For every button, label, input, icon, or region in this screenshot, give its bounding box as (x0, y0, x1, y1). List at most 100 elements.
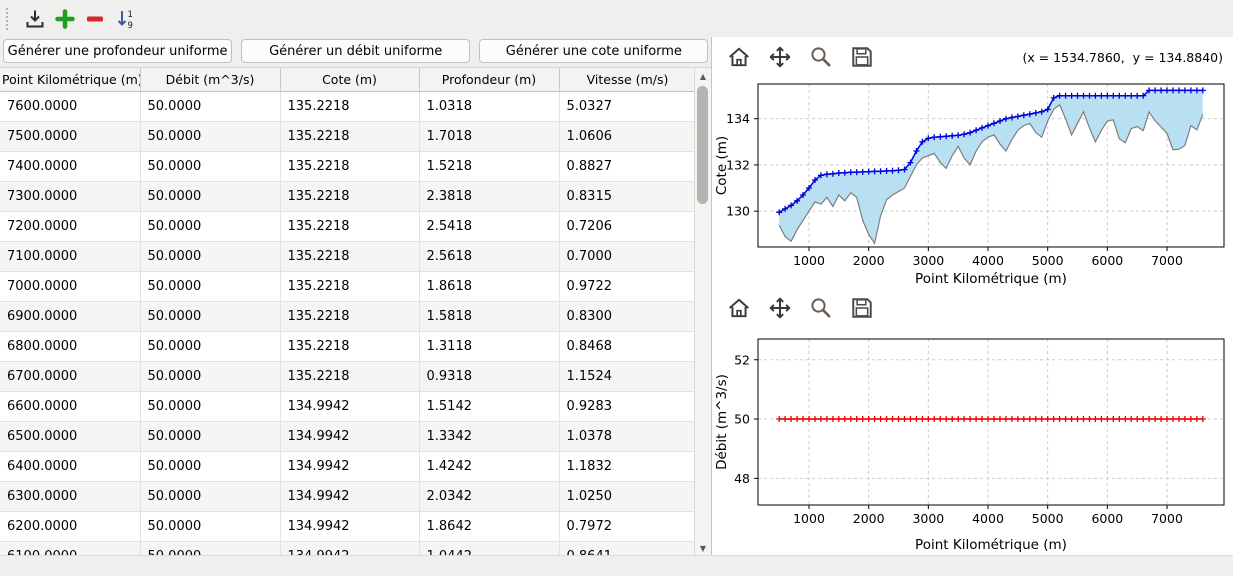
save-figure-button[interactable] (849, 44, 875, 70)
table-cell[interactable]: 1.1524 (559, 361, 697, 393)
table-cell[interactable]: 50.0000 (140, 211, 281, 243)
table-row[interactable]: 7500.0000 50.0000 135.2218 1.7018 1.0606 (0, 121, 697, 153)
pan-button[interactable] (767, 295, 793, 321)
table-cell[interactable]: 6100.0000 (0, 541, 141, 556)
table-cell[interactable]: 135.2218 (280, 211, 420, 243)
table-cell[interactable]: 7200.0000 (0, 211, 141, 243)
table-cell[interactable]: 135.2218 (280, 91, 420, 123)
table-cell[interactable]: 6800.0000 (0, 331, 141, 363)
table-cell[interactable]: 135.2218 (280, 151, 420, 183)
table-cell[interactable]: 50.0000 (140, 241, 281, 273)
table-cell[interactable]: 0.9318 (419, 361, 560, 393)
table-cell[interactable]: 6700.0000 (0, 361, 141, 393)
table-cell[interactable]: 1.3118 (419, 331, 560, 363)
table-cell[interactable]: 0.8315 (559, 181, 697, 213)
table-cell[interactable]: 1.0606 (559, 121, 697, 153)
table-cell[interactable]: 7400.0000 (0, 151, 141, 183)
table-row[interactable]: 6700.0000 50.0000 135.2218 0.9318 1.1524 (0, 361, 697, 393)
table-cell[interactable]: 134.9942 (280, 541, 420, 556)
table-cell[interactable]: 1.8642 (419, 511, 560, 543)
table-cell[interactable]: 6300.0000 (0, 481, 141, 513)
table-cell[interactable]: 0.7972 (559, 511, 697, 543)
table-row[interactable]: 6500.0000 50.0000 134.9942 1.3342 1.0378 (0, 421, 697, 453)
table-cell[interactable]: 7600.0000 (0, 91, 141, 123)
table-cell[interactable]: 50.0000 (140, 301, 281, 333)
table-cell[interactable]: 0.9722 (559, 271, 697, 303)
table-cell[interactable]: 50.0000 (140, 271, 281, 303)
table-cell[interactable]: 5.0327 (559, 91, 697, 123)
table-row[interactable]: 6300.0000 50.0000 134.9942 2.0342 1.0250 (0, 481, 697, 513)
table-cell[interactable]: 0.8468 (559, 331, 697, 363)
table-row[interactable]: 7200.0000 50.0000 135.2218 2.5418 0.7206 (0, 211, 697, 243)
table-cell[interactable]: 1.8618 (419, 271, 560, 303)
zoom-button[interactable] (808, 44, 834, 70)
scroll-up-button[interactable]: ▲ (699, 71, 706, 81)
table-cell[interactable]: 1.4242 (419, 451, 560, 483)
remove-row-button[interactable] (81, 5, 109, 33)
table-row[interactable]: 7300.0000 50.0000 135.2218 2.3818 0.8315 (0, 181, 697, 213)
table-cell[interactable]: 50.0000 (140, 331, 281, 363)
table-row[interactable]: 7000.0000 50.0000 135.2218 1.8618 0.9722 (0, 271, 697, 303)
table-cell[interactable]: 7300.0000 (0, 181, 141, 213)
table-row[interactable]: 6900.0000 50.0000 135.2218 1.5818 0.8300 (0, 301, 697, 333)
table-cell[interactable]: 134.9942 (280, 511, 420, 543)
table-scrollbar[interactable]: ▲ ▼ (694, 68, 712, 556)
table-cell[interactable]: 50.0000 (140, 421, 281, 453)
header-profondeur[interactable]: Profondeur (m) (419, 68, 560, 93)
table-cell[interactable]: 2.0342 (419, 481, 560, 513)
table-cell[interactable]: 1.0318 (419, 91, 560, 123)
table-cell[interactable]: 134.9942 (280, 391, 420, 423)
generate-uniform-level-button[interactable]: Générer une cote uniforme (479, 39, 709, 64)
table-cell[interactable]: 2.5618 (419, 241, 560, 273)
table-row[interactable]: 6600.0000 50.0000 134.9942 1.5142 0.9283 (0, 391, 697, 423)
save-figure-button[interactable] (849, 295, 875, 321)
toolbar-handle[interactable] (6, 7, 14, 30)
add-row-button[interactable] (51, 5, 79, 33)
table-cell[interactable]: 0.7206 (559, 211, 697, 243)
table-cell[interactable]: 1.5218 (419, 151, 560, 183)
table-cell[interactable]: 50.0000 (140, 541, 281, 556)
table-cell[interactable]: 1.5142 (419, 391, 560, 423)
table-cell[interactable]: 134.9942 (280, 421, 420, 453)
table-cell[interactable]: 50.0000 (140, 151, 281, 183)
table-cell[interactable]: 6900.0000 (0, 301, 141, 333)
cote-profile-chart[interactable]: 1000 2000 3000 4000 5000 6000 7000 130 132 134 Poi… (712, 77, 1233, 290)
zoom-button[interactable] (808, 295, 834, 321)
table-cell[interactable]: 134.9942 (280, 451, 420, 483)
export-table-button[interactable] (21, 5, 49, 33)
table-cell[interactable]: 1.3342 (419, 421, 560, 453)
table-cell[interactable]: 6200.0000 (0, 511, 141, 543)
home-button[interactable] (726, 295, 752, 321)
scrollbar-thumb[interactable] (697, 86, 709, 205)
table-row[interactable]: 7600.0000 50.0000 135.2218 1.0318 5.0327 (0, 91, 697, 123)
table-row[interactable]: 7400.0000 50.0000 135.2218 1.5218 0.8827 (0, 151, 697, 183)
generate-uniform-flow-button[interactable]: Générer un débit uniforme (241, 39, 471, 64)
table-cell[interactable]: 135.2218 (280, 361, 420, 393)
table-cell[interactable]: 0.8300 (559, 301, 697, 333)
pan-button[interactable] (767, 44, 793, 70)
header-point-kilometrique[interactable]: Point Kilométrique (m) (0, 68, 141, 93)
table-cell[interactable]: 50.0000 (140, 481, 281, 513)
table-cell[interactable]: 50.0000 (140, 361, 281, 393)
table-cell[interactable]: 135.2218 (280, 121, 420, 153)
table-cell[interactable]: 1.0378 (559, 421, 697, 453)
table-cell[interactable]: 7100.0000 (0, 241, 141, 273)
table-cell[interactable]: 6500.0000 (0, 421, 141, 453)
table-cell[interactable]: 2.5418 (419, 211, 560, 243)
header-debit[interactable]: Débit (m^3/s) (140, 68, 281, 93)
scroll-down-button[interactable]: ▼ (699, 543, 706, 553)
sort-button[interactable]: 1 9 (111, 5, 139, 33)
header-vitesse[interactable]: Vitesse (m/s) (559, 68, 697, 93)
table-cell[interactable]: 50.0000 (140, 121, 281, 153)
table-cell[interactable]: 135.2218 (280, 301, 420, 333)
table-cell[interactable]: 1.0442 (419, 541, 560, 556)
table-cell[interactable]: 50.0000 (140, 451, 281, 483)
table-cell[interactable]: 0.8827 (559, 151, 697, 183)
generate-uniform-depth-button[interactable]: Générer une profondeur uniforme (3, 39, 233, 64)
table-cell[interactable]: 134.9942 (280, 481, 420, 513)
table-cell[interactable]: 7000.0000 (0, 271, 141, 303)
table-cell[interactable]: 1.1832 (559, 451, 697, 483)
table-row[interactable]: 6400.0000 50.0000 134.9942 1.4242 1.1832 (0, 451, 697, 483)
table-cell[interactable]: 0.8641 (559, 541, 697, 556)
debit-chart[interactable]: 1000 2000 3000 4000 5000 6000 7000 48 50 52 Point … (712, 327, 1233, 556)
